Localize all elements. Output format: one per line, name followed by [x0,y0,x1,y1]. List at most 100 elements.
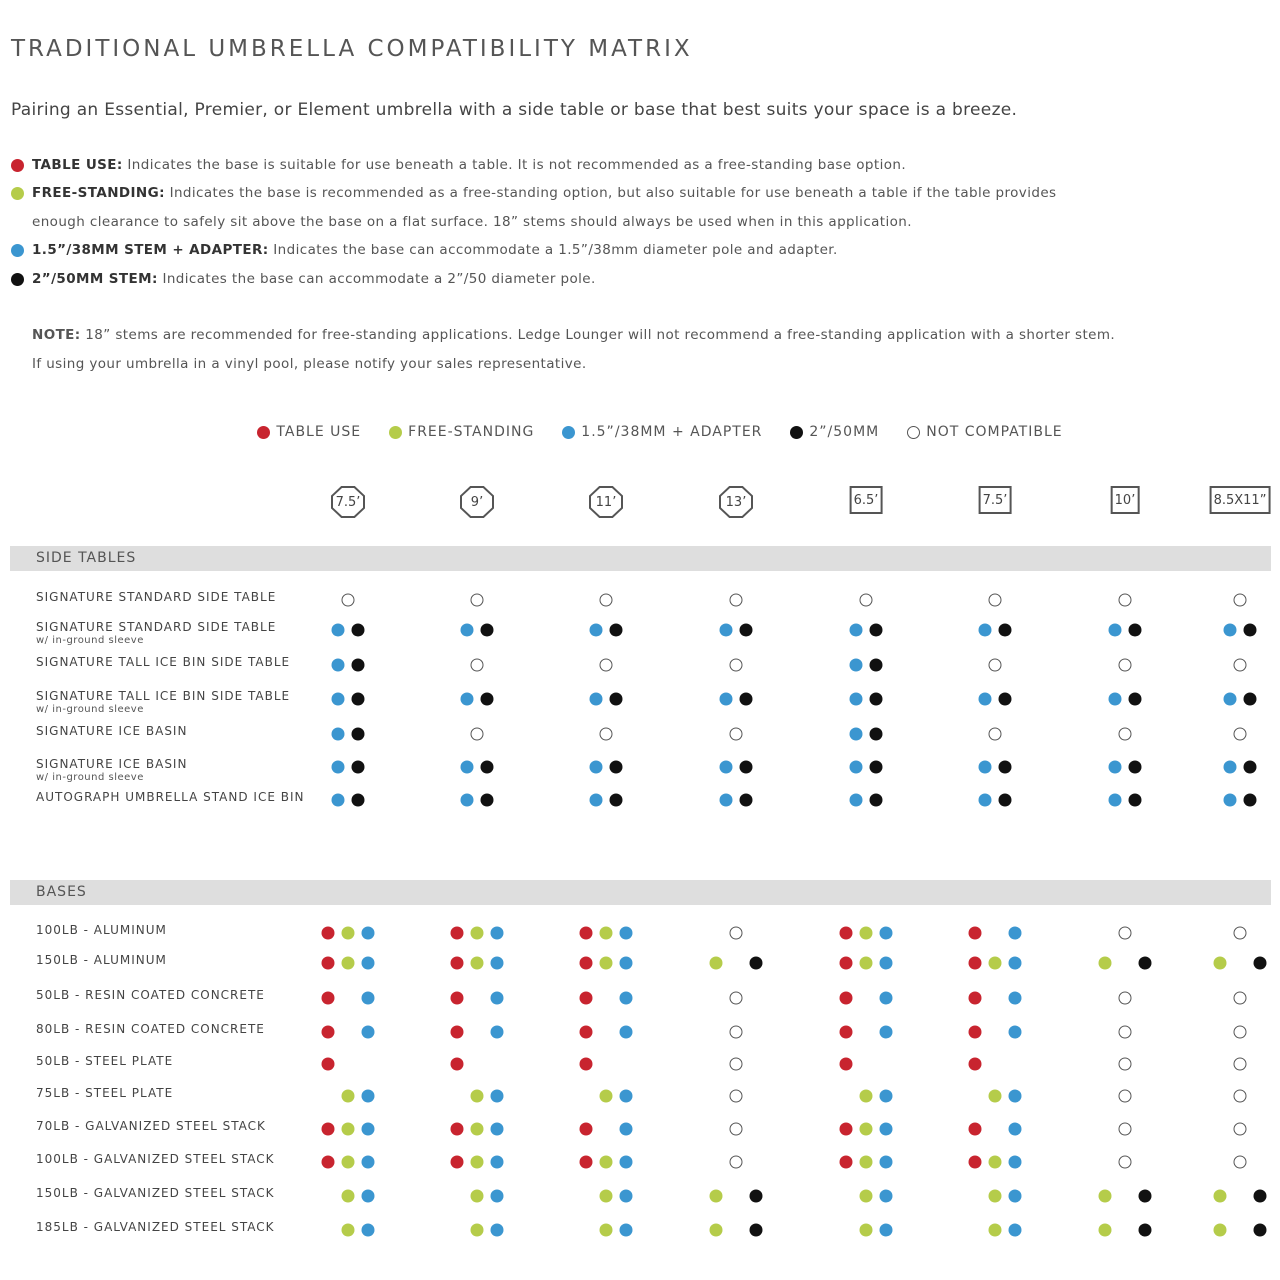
table-use-dot [321,991,335,1005]
matrix-cell [1108,623,1142,637]
stem-38mm-dot [331,727,345,741]
stem-38mm-dot [331,692,345,706]
stem-38mm-dot [978,692,992,706]
row-label: SIGNATURE STANDARD SIDE TABLE w/ in-groun… [36,620,276,646]
stem-38mm-dot [879,1223,893,1237]
table-use-dot [579,1122,593,1136]
stem-38mm-dot [361,1155,375,1169]
stem-38mm-dot [619,1189,633,1203]
free-standing-dot [859,926,873,940]
table-use-dot [450,1122,464,1136]
matrix-cell [1118,658,1132,672]
matrix-cell [969,1223,1022,1237]
table-use-dot [321,926,335,940]
umbrella-size-label: 7.5’ [333,488,363,516]
table-row: 150LB - GALVANIZED STEEL STACK [0,1186,1280,1216]
stem-50mm-dot [869,658,883,672]
matrix-cell [460,623,494,637]
stem-38mm-dot [1223,623,1237,637]
column-header-square: 7.5’ [978,486,1012,514]
not-compatible-dot [1118,593,1132,607]
row-label: SIGNATURE ICE BASIN w/ in-ground sleeve [36,757,187,783]
matrix-cell [849,793,883,807]
stem-38mm-dot [361,991,375,1005]
stem-38mm-dot [1008,926,1022,940]
stem-50mm-dot [998,623,1012,637]
not-compatible-dot [341,593,355,607]
matrix-cell [729,1025,743,1039]
row-label: 185LB - GALVANIZED STEEL STACK [36,1220,275,1234]
not-compatible-dot [470,593,484,607]
not-compatible-dot [729,1089,743,1103]
not-compatible-dot [907,425,921,439]
table-row: SIGNATURE ICE BASIN [0,724,1280,754]
table-use-dot [450,1057,464,1071]
definition-text: Indicates the base can accommodate a 1.5… [268,242,838,258]
matrix-cell [1098,1223,1152,1237]
stem-50mm-dot [869,692,883,706]
stem-38mm-dot [849,658,863,672]
free-standing-dot [1213,1223,1227,1237]
matrix-cell [719,623,753,637]
row-name: SIGNATURE STANDARD SIDE TABLE [36,620,277,634]
umbrella-size-label: 11’ [591,488,621,516]
stem-38mm-dot [490,956,504,970]
not-compatible-dot [599,727,613,741]
stem-38mm-dot [619,991,633,1005]
free-standing-dot [341,1089,355,1103]
table-row: 50LB - STEEL PLATE [0,1054,1280,1084]
not-compatible-dot [1118,658,1132,672]
not-compatible-dot [1118,1057,1132,1071]
matrix-cell [1108,760,1142,774]
row-name: SIGNATURE ICE BASIN [36,757,188,771]
matrix-cell [968,991,1022,1005]
legend-label: NOT COMPATIBLE [926,424,1063,440]
matrix-cell [1108,793,1142,807]
free-standing-dot [988,1189,1002,1203]
matrix-cell [460,793,494,807]
stem-38mm-dot [879,1025,893,1039]
stem-38mm-dot [1008,1223,1022,1237]
note-line-1: NOTE: 18” stems are recommended for free… [32,327,1115,343]
stem-38mm-dot [978,623,992,637]
free-standing-dot [1098,1189,1112,1203]
table-use-dot [321,1025,335,1039]
not-compatible-dot [729,1155,743,1169]
stem-50mm-dot [739,692,753,706]
not-compatible-dot [729,1057,743,1071]
matrix-cell [450,991,504,1005]
not-compatible-dot [729,1122,743,1136]
free-standing-dot [470,1189,484,1203]
matrix-cell [331,760,365,774]
free-standing-dot [341,1189,355,1203]
definition-item: 1.5”/38MM STEM + ADAPTER: Indicates the … [11,242,838,258]
table-use-dot [839,926,853,940]
table-row: 80LB - RESIN COATED CONCRETE [0,1022,1280,1052]
matrix-cell [978,692,1012,706]
stem-38mm-dot [1223,760,1237,774]
matrix-cell [1098,1189,1152,1203]
matrix-cell [1233,926,1247,940]
stem-38mm-dot [361,1189,375,1203]
matrix-cell [331,658,365,672]
stem-50mm-dot [749,1223,763,1237]
stem-38mm-dot [490,991,504,1005]
stem-38mm-dot [589,692,603,706]
matrix-cell [978,793,1012,807]
stem-50mm-dot [869,793,883,807]
free-standing-dot [599,926,613,940]
stem-50mm-dot [1128,692,1142,706]
row-name: SIGNATURE TALL ICE BIN SIDE TABLE [36,655,291,669]
not-compatible-dot [1233,1155,1247,1169]
matrix-cell [1233,1122,1247,1136]
column-header-octagon: 7.5’ [331,486,365,518]
stem-50mm-dot [749,1189,763,1203]
matrix-cell [968,1025,1022,1039]
stem-38mm-dot [879,991,893,1005]
table-row: 75LB - STEEL PLATE [0,1086,1280,1116]
matrix-cell [460,692,494,706]
not-compatible-dot [1233,727,1247,741]
matrix-cell [839,1155,893,1169]
stem-38mm-dot [490,1223,504,1237]
definition-item: enough clearance to safely sit above the… [32,214,912,230]
